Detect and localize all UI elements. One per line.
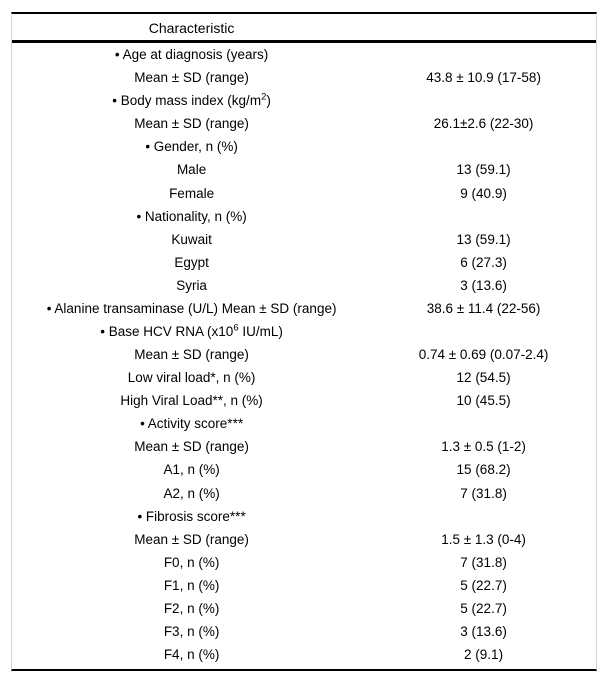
characteristic-cell: A2, n (%): [163, 485, 220, 501]
characteristic-cell: F2, n (%): [163, 600, 220, 616]
superscript: 6: [233, 322, 239, 334]
table-row: F0, n (%) 7 (31.8): [12, 551, 596, 574]
value-cell: 1.3 ± 0.5 (1-2): [441, 439, 526, 455]
table-row: Syria 3 (13.6): [12, 274, 596, 297]
table-row: Mean ± SD (range) 26.1±2.6 (22-30): [12, 112, 596, 135]
table-row: Low viral load*, n (%) 12 (54.5): [12, 366, 596, 389]
value-cell: 7 (31.8): [460, 554, 507, 570]
value-cell: 43.8 ± 10.9 (17-58): [426, 70, 541, 86]
characteristic-cell: Female: [169, 185, 215, 201]
characteristic-cell: High Viral Load**, n (%): [120, 393, 263, 409]
characteristic-column-header: Characteristic: [148, 20, 235, 36]
table-row: F4, n (%) 2 (9.1): [12, 643, 596, 666]
value-cell: 10 (45.5): [456, 393, 511, 409]
table-row: Mean ± SD (range) 0.74 ± 0.69 (0.07-2.4): [12, 343, 596, 366]
value-cell: 13 (59.1): [456, 162, 511, 178]
value-cell: 3 (13.6): [460, 623, 507, 639]
characteristic-cell: • Nationality, n (%): [136, 208, 247, 224]
characteristic-cell: Mean ± SD (range): [134, 439, 249, 455]
table-row: Egypt 6 (27.3): [12, 251, 596, 274]
value-cell: 6 (27.3): [460, 254, 507, 270]
characteristic-cell: Syria: [176, 277, 207, 293]
table-row: Female 9 (40.9): [12, 181, 596, 204]
value-cell: 7 (31.8): [460, 485, 507, 501]
value-cell: 3 (13.6): [460, 277, 507, 293]
table-row: Male 13 (59.1): [12, 158, 596, 181]
characteristic-cell: F3, n (%): [163, 623, 220, 639]
table-row: • Fibrosis score***: [12, 505, 596, 528]
table-row: • Age at diagnosis (years): [12, 43, 596, 66]
characteristics-table: Characteristic • Age at diagnosis (years…: [11, 12, 597, 671]
characteristic-cell: • Body mass index (kg/m2): [112, 91, 271, 109]
characteristic-cell: F0, n (%): [163, 554, 220, 570]
table-row: • Body mass index (kg/m2): [12, 89, 596, 112]
table-row: F2, n (%) 5 (22.7): [12, 597, 596, 620]
value-cell: 13 (59.1): [456, 231, 511, 247]
table-row: A2, n (%) 7 (31.8): [12, 481, 596, 504]
value-cell: 38.6 ± 11.4 (22-56): [426, 300, 541, 316]
characteristic-cell: Mean ± SD (range): [134, 531, 249, 547]
characteristic-cell: • Age at diagnosis (years): [114, 47, 269, 63]
characteristic-cell: • Fibrosis score***: [137, 508, 246, 524]
value-cell: 2 (9.1): [464, 647, 504, 663]
table-row: • Base HCV RNA (x106 IU/mL): [12, 320, 596, 343]
characteristic-cell: A1, n (%): [163, 462, 220, 478]
table-row: Mean ± SD (range) 1.5 ± 1.3 (0-4): [12, 528, 596, 551]
table-row: Kuwait 13 (59.1): [12, 228, 596, 251]
characteristic-cell: • Base HCV RNA (x106 IU/mL): [100, 322, 283, 339]
table-row: A1, n (%) 15 (68.2): [12, 458, 596, 481]
characteristic-cell: F1, n (%): [163, 577, 220, 593]
characteristic-cell: Mean ± SD (range): [134, 70, 249, 86]
value-cell: 1.5 ± 1.3 (0-4): [441, 531, 526, 547]
table-row: High Viral Load**, n (%) 10 (45.5): [12, 389, 596, 412]
characteristic-cell: Low viral load*, n (%): [127, 370, 256, 386]
table-row: Mean ± SD (range) 1.3 ± 0.5 (1-2): [12, 435, 596, 458]
superscript: 2: [261, 91, 267, 103]
table-row: Mean ± SD (range) 43.8 ± 10.9 (17-58): [12, 66, 596, 89]
characteristic-cell: Kuwait: [171, 231, 212, 247]
table-row: • Activity score***: [12, 412, 596, 435]
table-row: • Gender, n (%): [12, 135, 596, 158]
value-cell: 12 (54.5): [456, 370, 511, 386]
value-cell: 26.1±2.6 (22-30): [433, 116, 534, 132]
value-cell: 0.74 ± 0.69 (0.07-2.4): [418, 347, 549, 363]
table-row: F3, n (%) 3 (13.6): [12, 620, 596, 643]
table-body: • Age at diagnosis (years) Mean ± SD (ra…: [12, 43, 596, 666]
table-row: F1, n (%) 5 (22.7): [12, 574, 596, 597]
characteristic-cell: Male: [176, 162, 207, 178]
characteristic-cell: F4, n (%): [163, 647, 220, 663]
characteristic-cell: Mean ± SD (range): [134, 116, 249, 132]
characteristic-cell: Mean ± SD (range): [134, 347, 249, 363]
characteristic-cell: • Activity score***: [140, 416, 244, 432]
characteristic-cell: • Gender, n (%): [145, 139, 238, 155]
table-row: • Nationality, n (%): [12, 205, 596, 228]
value-cell: 9 (40.9): [460, 185, 507, 201]
table-header-row: Characteristic: [12, 14, 596, 43]
characteristic-cell: • Alanine transaminase (U/L) Mean ± SD (…: [46, 300, 337, 316]
value-cell: 15 (68.2): [456, 462, 511, 478]
table-row: • Alanine transaminase (U/L) Mean ± SD (…: [12, 297, 596, 320]
value-cell: 5 (22.7): [460, 577, 507, 593]
value-cell: 5 (22.7): [460, 600, 507, 616]
characteristic-cell: Egypt: [174, 254, 209, 270]
